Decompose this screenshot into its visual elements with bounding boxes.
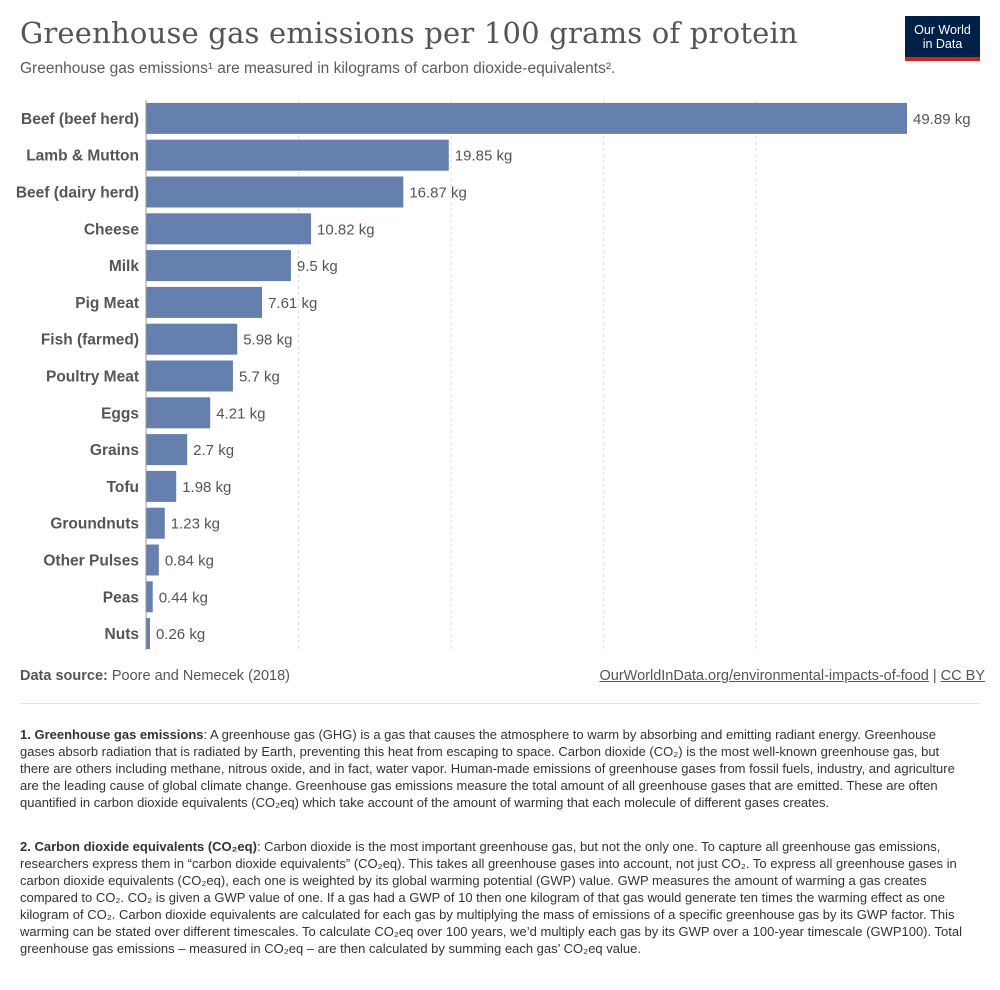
bar-11 [146,507,165,539]
bar-5 [146,286,263,318]
footer-links: OurWorldInData.org/environmental-impacts… [599,668,985,684]
value-label: 16.87 kg [409,185,467,202]
value-label: 19.85 kg [455,148,513,165]
logo-line-2: in Data [922,36,963,51]
value-label: 0.84 kg [165,553,214,570]
value-label: 0.44 kg [159,589,208,606]
value-label: 49.89 kg [913,111,971,128]
value-label: 5.98 kg [243,332,292,349]
bar-0 [146,102,907,134]
category-label: Fish (farmed) [41,332,139,349]
footnote-2-heading: 2. Carbon dioxide equivalents (CO₂eq) [20,839,257,854]
data-source: Data source: Poore and Nemecek (2018) [20,668,290,684]
category-label: Poultry Meat [46,369,139,386]
chart-title: Greenhouse gas emissions per 100 grams o… [20,16,798,50]
category-label: Tofu [107,479,139,496]
value-label: 0.26 kg [156,626,205,643]
value-label: 5.7 kg [239,369,280,386]
category-label: Nuts [105,626,139,643]
chart-subtitle: Greenhouse gas emissions¹ are measured i… [20,60,616,77]
source-link[interactable]: OurWorldInData.org/environmental-impacts… [599,668,929,684]
category-label: Grains [90,442,139,459]
category-label: Eggs [101,405,139,422]
value-label: 4.21 kg [216,405,265,422]
bar-2 [146,176,404,208]
source-text: Poore and Nemecek (2018) [111,668,291,684]
bar-9 [146,434,188,466]
category-label: Peas [103,589,139,606]
value-label: 1.23 kg [171,516,220,533]
footnote-2-text: : Carbon dioxide is the most important g… [20,839,962,956]
value-label: 2.7 kg [193,442,234,459]
footer-separator: | [928,668,941,684]
footnote-1: 1. Greenhouse gas emissions: A greenhous… [20,726,970,811]
footer-divider [20,703,980,704]
bar-chart: Beef (beef herd) 49.89 kg Lamb & Mutton 19.… [16,100,971,650]
owid-logo[interactable]: Our World in Data [905,16,980,61]
bar-1 [146,139,449,171]
category-label: Pig Meat [75,295,139,312]
source-label: Data source: [20,668,108,684]
bar-7 [146,360,233,392]
bar-10 [146,470,177,502]
value-label: 1.98 kg [182,479,231,496]
bar-13 [146,581,153,613]
bar-4 [146,250,291,282]
category-label: Groundnuts [50,516,139,533]
bar-12 [146,544,159,576]
category-label: Other Pulses [43,553,139,570]
value-label: 9.5 kg [297,258,338,275]
logo-line-1: Our World [914,22,971,37]
bar-8 [146,397,211,429]
footnote-1-text: : A greenhouse gas (GHG) is a gas that c… [20,727,955,810]
category-label: Lamb & Mutton [26,148,139,165]
category-label: Milk [109,258,140,275]
category-label: Cheese [84,221,140,238]
value-label: 7.61 kg [268,295,317,312]
value-label: 10.82 kg [317,221,375,238]
footnote-1-heading: 1. Greenhouse gas emissions [20,727,204,742]
footnote-2: 2. Carbon dioxide equivalents (CO₂eq): C… [20,838,970,957]
bar-14 [146,618,150,650]
bar-6 [146,323,238,355]
category-label: Beef (beef herd) [21,111,139,128]
bar-3 [146,213,312,245]
license-link[interactable]: CC BY [940,668,985,684]
category-label: Beef (dairy herd) [16,185,139,202]
